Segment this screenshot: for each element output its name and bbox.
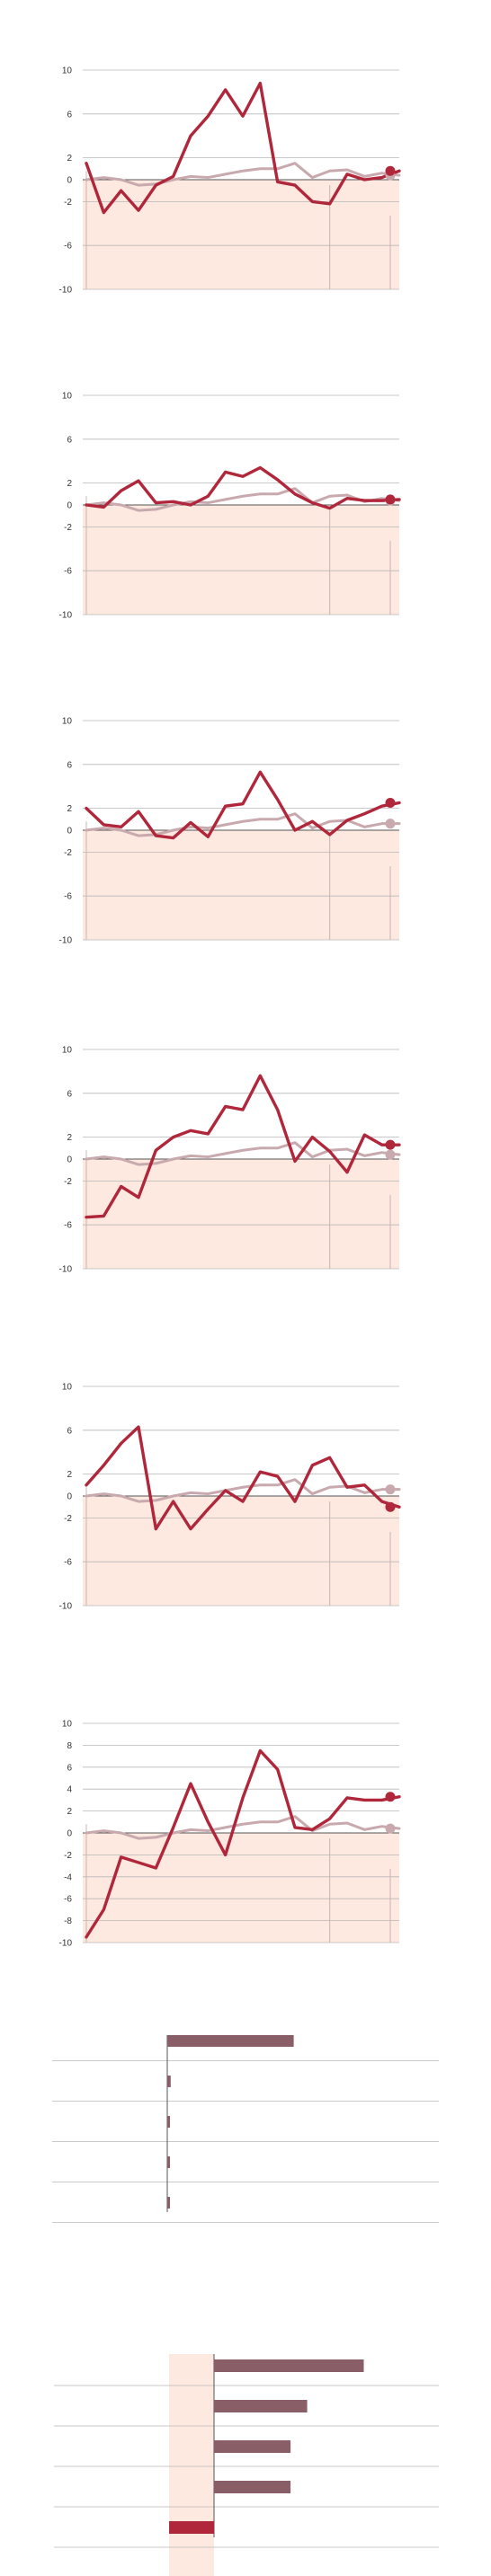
y-tick-label: 6 xyxy=(67,435,72,445)
y-tick-label: -10 xyxy=(59,936,73,946)
y-tick-label: 6 xyxy=(67,110,72,120)
y-tick-label: 0 xyxy=(67,827,72,837)
series-endpoint-main xyxy=(385,165,396,176)
y-tick-label: 2 xyxy=(67,1470,72,1480)
series-endpoint-reference xyxy=(385,1823,396,1834)
line-chart-6: 10 8 6 4 2 0 -2 -4 -6 -8 -10 xyxy=(59,1720,401,1949)
y-tick-label: -6 xyxy=(64,242,72,252)
y-tick-label: 10 xyxy=(62,717,73,727)
y-tick-label: 10 xyxy=(62,1720,73,1730)
bar xyxy=(214,2440,291,2453)
y-tick-label: -6 xyxy=(64,1895,72,1905)
y-tick-label: 8 xyxy=(67,1741,72,1751)
bar xyxy=(167,2156,170,2168)
series-endpoint-main xyxy=(385,1501,396,1512)
y-tick-label: 4 xyxy=(67,1785,72,1795)
y-tick-label: 2 xyxy=(67,804,72,814)
y-tick-label: 0 xyxy=(67,1492,72,1502)
bar xyxy=(167,2116,170,2128)
negative-zone xyxy=(83,180,399,289)
negative-zone xyxy=(83,1159,399,1269)
line-chart-2: 10 6 2 0 -2 -6 -10 xyxy=(59,392,401,621)
line-chart-5: 10 6 2 0 -2 -6 -10 xyxy=(59,1383,401,1612)
y-tick-label: -10 xyxy=(59,1265,73,1275)
y-tick-label: -2 xyxy=(64,198,72,208)
y-tick-label: 6 xyxy=(67,760,72,770)
negative-zone xyxy=(169,2354,214,2576)
series-line-reference xyxy=(85,487,401,512)
y-tick-label: -2 xyxy=(64,1514,72,1524)
bar xyxy=(167,2197,170,2209)
bar xyxy=(214,2481,291,2493)
y-tick-label: 10 xyxy=(62,392,73,402)
y-tick-label: -2 xyxy=(64,1851,72,1861)
line-chart-3: 10 6 2 0 -2 -6 -10 xyxy=(59,717,401,946)
bar xyxy=(167,2076,171,2087)
y-tick-label: -10 xyxy=(59,286,73,296)
series-endpoint-main xyxy=(385,1792,396,1802)
y-tick-label: -6 xyxy=(64,892,72,902)
bar xyxy=(214,2359,364,2372)
y-tick-label: -6 xyxy=(64,1221,72,1231)
y-tick-label: -6 xyxy=(64,1558,72,1568)
y-tick-label: -2 xyxy=(64,1177,72,1187)
y-tick-label: -10 xyxy=(59,1602,73,1612)
series-endpoint-reference xyxy=(385,1149,396,1160)
series-line-main xyxy=(85,1074,401,1219)
series-line-reference xyxy=(85,1815,401,1840)
series-line-main xyxy=(85,1748,401,1939)
series-endpoint-reference xyxy=(385,819,396,829)
y-tick-label: 0 xyxy=(67,1829,72,1839)
series-line-reference xyxy=(85,1141,401,1166)
y-tick-label: -10 xyxy=(59,611,73,621)
series-line-main xyxy=(85,1425,401,1531)
y-tick-label: 0 xyxy=(67,176,72,186)
negative-zone xyxy=(83,1496,399,1606)
bar xyxy=(214,2400,308,2412)
y-tick-label: 10 xyxy=(62,1383,73,1393)
y-tick-label: 6 xyxy=(67,1089,72,1099)
series-endpoint-main xyxy=(385,798,396,808)
series-line-reference xyxy=(85,162,401,187)
line-chart-1: 10 6 2 0 -2 -6 -10 xyxy=(59,66,401,296)
bar-chart-1 xyxy=(52,2035,439,2223)
y-tick-label: 10 xyxy=(62,66,73,76)
y-tick-label: 2 xyxy=(67,154,72,164)
y-tick-label: 10 xyxy=(62,1046,73,1056)
y-tick-label: -2 xyxy=(64,523,72,533)
line-chart-4: 10 6 2 0 -2 -6 -10 xyxy=(59,1046,401,1275)
series-endpoint-main xyxy=(385,494,396,505)
y-tick-label: -8 xyxy=(64,1917,72,1926)
y-tick-label: 0 xyxy=(67,1155,72,1165)
y-tick-label: 6 xyxy=(67,1426,72,1436)
series-line-main xyxy=(85,81,401,215)
negative-zone xyxy=(83,505,399,615)
y-tick-label: -6 xyxy=(64,567,72,577)
series-endpoint-main xyxy=(385,1139,396,1150)
series-line-main xyxy=(85,465,401,510)
y-tick-label: 2 xyxy=(67,1133,72,1143)
negative-zone xyxy=(83,830,399,940)
y-tick-label: -10 xyxy=(59,1939,73,1949)
series-line-main xyxy=(85,770,401,840)
y-tick-label: -2 xyxy=(64,848,72,858)
bar xyxy=(167,2035,294,2047)
bar-chart-2 xyxy=(54,2354,439,2576)
y-tick-label: 0 xyxy=(67,501,72,511)
series-endpoint-reference xyxy=(385,1484,396,1495)
y-tick-label: -4 xyxy=(64,1872,72,1882)
y-tick-label: 2 xyxy=(67,1807,72,1817)
y-tick-label: 2 xyxy=(67,479,72,489)
y-tick-label: 6 xyxy=(67,1763,72,1773)
bar xyxy=(169,2521,214,2534)
negative-zone xyxy=(83,1833,399,1943)
